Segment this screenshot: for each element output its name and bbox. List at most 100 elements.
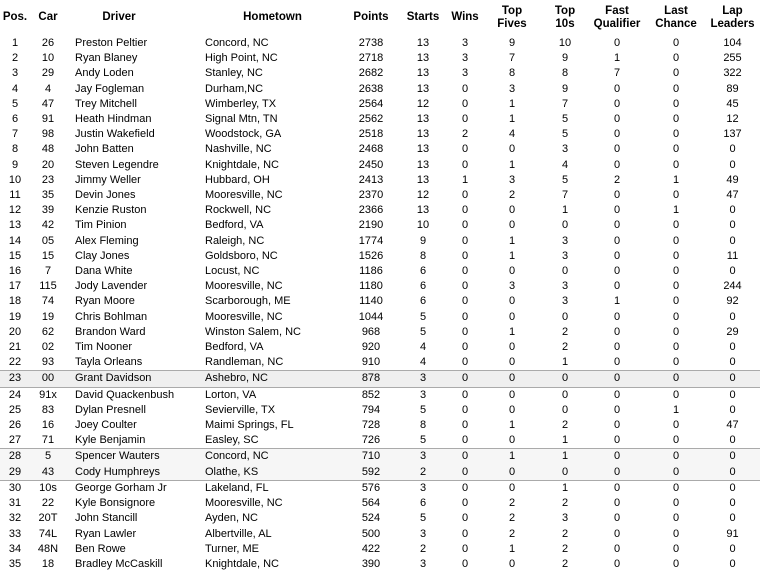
- cell-pos: 2: [11, 52, 19, 65]
- table-row: 27 71 Kyle Benjamin Easley, SC 726 5 0 0 1 0 0 0: [0, 433, 760, 449]
- cell-wins: 0: [461, 97, 469, 110]
- cell-fast_qualifier: 0: [613, 356, 621, 369]
- cell-points: 794: [361, 403, 381, 416]
- cell-fast_qualifier: 0: [613, 341, 621, 354]
- cell-car: 19: [41, 310, 55, 323]
- cell-lap_leaders: 49: [726, 173, 739, 186]
- cell-top_10s: 7: [561, 97, 569, 110]
- cell-wins: 2: [461, 128, 469, 141]
- cell-wins: 3: [461, 37, 469, 49]
- cell-driver: Trey Mitchell: [75, 97, 137, 110]
- cell-pos: 17: [8, 280, 22, 293]
- cell-wins: 0: [461, 280, 469, 293]
- cell-pos: 18: [8, 295, 22, 308]
- cell-last_chance: 0: [672, 189, 680, 202]
- cell-top_10s: 1: [561, 356, 569, 369]
- cell-wins: 0: [461, 219, 469, 232]
- cell-starts: 3: [419, 450, 427, 463]
- cell-car: 93: [41, 356, 55, 369]
- cell-top_fives: 1: [508, 97, 516, 110]
- cell-wins: 0: [461, 265, 469, 278]
- cell-points: 2638: [358, 82, 384, 95]
- cell-top_10s: 1: [561, 204, 569, 217]
- cell-pos: 31: [8, 497, 22, 510]
- cell-top_10s: 2: [561, 497, 569, 510]
- cell-wins: 0: [461, 512, 469, 525]
- cell-starts: 5: [419, 512, 427, 525]
- cell-pos: 14: [8, 234, 22, 247]
- cell-fast_qualifier: 0: [613, 189, 621, 202]
- cell-fast_qualifier: 0: [613, 310, 621, 323]
- column-header-points: Points: [353, 11, 389, 23]
- table-row: 29 43 Cody Humphreys Olathe, KS 592 2 0 0 0 0 0 0: [0, 464, 760, 481]
- cell-fast_qualifier: 0: [613, 249, 621, 262]
- cell-driver: David Quackenbush: [75, 388, 175, 401]
- cell-last_chance: 0: [672, 512, 680, 525]
- table-row: 28 5 Spencer Wauters Concord, NC 710 3 0 1 1 0 0 0: [0, 448, 760, 465]
- cell-lap_leaders: 91: [726, 527, 739, 540]
- cell-lap_leaders: 0: [729, 542, 736, 555]
- table-row: 6 91 Heath Hindman Signal Mtn, TN 2562 13 0 1 5 0…: [0, 112, 760, 127]
- cell-pos: 6: [11, 113, 19, 126]
- cell-points: 878: [361, 372, 381, 385]
- cell-driver: Andy Loden: [75, 67, 134, 80]
- cell-wins: 0: [461, 295, 469, 308]
- table-row: 24 91x David Quackenbush Lorton, VA 852 3 0 0 0 0…: [0, 387, 760, 403]
- cell-lap_leaders: 47: [726, 419, 739, 432]
- cell-top_fives: 0: [508, 265, 516, 278]
- cell-top_fives: 3: [508, 280, 516, 293]
- cell-top_10s: 0: [561, 372, 569, 385]
- cell-driver: Heath Hindman: [75, 113, 152, 126]
- cell-lap_leaders: 0: [729, 356, 736, 369]
- cell-top_fives: 4: [508, 128, 516, 141]
- cell-top_10s: 3: [561, 295, 569, 308]
- cell-top_fives: 0: [508, 434, 516, 447]
- cell-last_chance: 0: [672, 542, 680, 555]
- cell-lap_leaders: 89: [726, 82, 739, 95]
- cell-top_fives: 7: [508, 52, 516, 65]
- cell-hometown: Knightdale, NC: [205, 557, 279, 570]
- cell-wins: 0: [461, 204, 469, 217]
- cell-starts: 3: [419, 527, 427, 540]
- cell-starts: 8: [419, 419, 427, 432]
- cell-lap_leaders: 0: [729, 481, 736, 494]
- cell-pos: 13: [8, 219, 22, 232]
- cell-driver: Spencer Wauters: [75, 450, 160, 463]
- cell-hometown: Olathe, KS: [205, 465, 259, 478]
- cell-starts: 13: [416, 143, 430, 156]
- cell-points: 524: [361, 512, 381, 525]
- cell-lap_leaders: 255: [723, 52, 742, 65]
- cell-wins: 0: [461, 434, 469, 447]
- cell-points: 2682: [358, 67, 384, 80]
- cell-driver: Brandon Ward: [75, 325, 146, 338]
- table-row: 14 05 Alex Fleming Raleigh, NC 1774 9 0 1 3 0 0 0: [0, 234, 760, 249]
- cell-wins: 0: [461, 388, 469, 401]
- cell-top_10s: 0: [561, 219, 569, 232]
- cell-fast_qualifier: 0: [613, 158, 621, 171]
- cell-pos: 20: [8, 325, 22, 338]
- column-header-pos: Pos.: [2, 11, 28, 23]
- table-row: 10 23 Jimmy Weller Hubbard, OH 2413 13 1 3 5 2 1 49: [0, 173, 760, 188]
- cell-hometown: Lakeland, FL: [205, 481, 269, 494]
- cell-top_fives: 0: [508, 465, 516, 478]
- cell-driver: Tayla Orleans: [75, 356, 143, 369]
- cell-wins: 3: [461, 67, 469, 80]
- table-row: 33 74L Ryan Lawler Albertville, AL 500 3 0 2 2 0 0…: [0, 527, 760, 542]
- table-row: 8 48 John Batten Nashville, NC 2468 13 0 0 3 0 0 0: [0, 142, 760, 157]
- cell-lap_leaders: 0: [729, 158, 736, 171]
- cell-lap_leaders: 0: [729, 450, 736, 463]
- table-row: 16 7 Dana White Locust, NC 1186 6 0 0 0 0 0 0: [0, 264, 760, 279]
- cell-starts: 13: [416, 173, 430, 186]
- cell-starts: 5: [419, 403, 427, 416]
- cell-driver: Kenzie Ruston: [75, 204, 147, 217]
- cell-wins: 0: [461, 189, 469, 202]
- cell-lap_leaders: 11: [726, 249, 739, 262]
- cell-points: 2370: [358, 189, 384, 202]
- cell-points: 1186: [359, 265, 383, 278]
- cell-driver: Dana White: [75, 265, 133, 278]
- cell-top_10s: 3: [561, 234, 569, 247]
- cell-driver: Cody Humphreys: [75, 465, 160, 478]
- cell-car: 62: [41, 325, 55, 338]
- cell-pos: 12: [8, 204, 22, 217]
- cell-points: 500: [361, 527, 381, 540]
